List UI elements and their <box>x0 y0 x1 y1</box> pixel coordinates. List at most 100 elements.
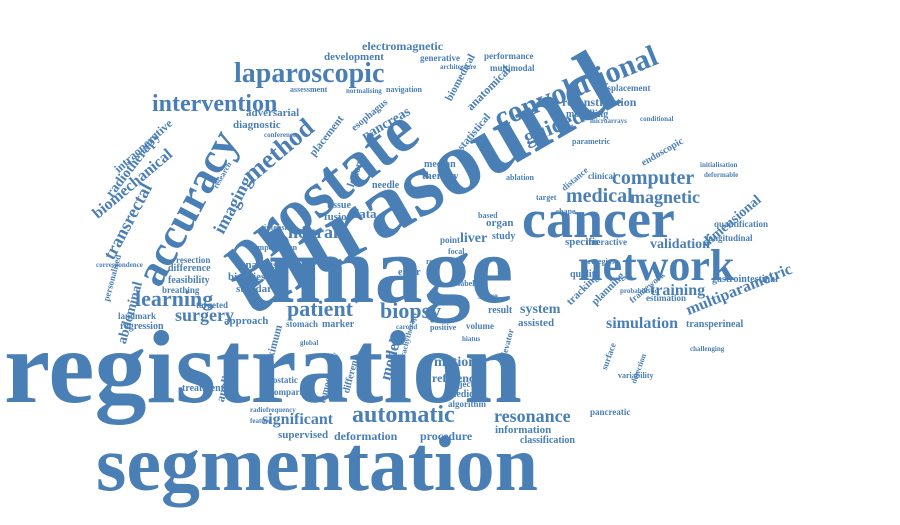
word: deformation <box>334 429 398 443</box>
word: procedure <box>420 429 473 443</box>
word: learning <box>135 286 214 311</box>
word: quality <box>570 269 601 280</box>
word: therapy <box>422 170 459 182</box>
word: simulation <box>606 315 679 332</box>
word: probabilistic <box>620 287 658 295</box>
word: estimation <box>646 293 686 303</box>
word: target <box>536 193 557 202</box>
word: cancer <box>522 189 675 249</box>
word: development <box>324 51 384 63</box>
word: radiofrequency <box>250 406 296 414</box>
word: landmark <box>118 311 157 321</box>
word: displacement <box>600 83 651 93</box>
word: carotid <box>396 323 418 331</box>
word: conference <box>264 131 297 139</box>
word: initialisation <box>700 161 738 169</box>
word: surgery <box>175 305 234 325</box>
word: tissue <box>327 200 351 211</box>
word: feasibility <box>168 275 210 286</box>
word: modelling <box>566 109 609 120</box>
word: specific <box>565 236 600 248</box>
word: electromagnetic <box>362 39 444 53</box>
word: difference <box>168 263 211 274</box>
word: classification <box>520 435 575 446</box>
word: organ <box>486 217 514 229</box>
word: automatic <box>352 402 455 428</box>
word: supervised <box>278 429 329 441</box>
word: segmentation <box>96 420 538 507</box>
word: quantification <box>714 219 769 229</box>
word: normalising <box>346 87 382 95</box>
word: transperineal <box>686 319 744 330</box>
word: deformable <box>704 171 739 179</box>
word: architecture <box>440 63 477 71</box>
word: motion <box>434 355 476 370</box>
word: result <box>488 305 513 316</box>
word: ablation <box>506 173 535 182</box>
word: challenging <box>690 345 725 353</box>
word: analysis <box>240 259 278 271</box>
word: assessment <box>290 85 328 94</box>
word: label <box>458 279 475 288</box>
word: correspondence <box>96 261 143 269</box>
word: based <box>478 211 498 220</box>
word: intensity <box>264 223 294 232</box>
word: treatment <box>182 383 225 394</box>
word: generative <box>420 53 460 63</box>
word: marker <box>322 319 355 330</box>
word: comparison <box>270 387 315 397</box>
word: information <box>495 424 552 436</box>
word: biopsies <box>228 271 266 283</box>
word: diagnostic <box>233 119 281 131</box>
word: error <box>398 267 421 278</box>
word: standard <box>236 283 279 295</box>
word: score <box>478 291 498 301</box>
word: medicine <box>448 389 487 400</box>
word: training <box>650 282 706 299</box>
word: reference <box>432 371 480 385</box>
word: patient <box>287 296 353 321</box>
word: hiatus <box>462 335 481 343</box>
word: reconstruction <box>562 95 637 109</box>
word: registration <box>4 310 522 425</box>
word: longitudinal <box>706 233 753 243</box>
word: subject <box>446 379 474 389</box>
word: needle <box>372 180 400 191</box>
word: algorithm <box>448 399 486 409</box>
word: parametric <box>572 137 611 146</box>
word: focal <box>448 247 465 256</box>
word: image <box>268 216 514 323</box>
word: medical <box>566 185 633 207</box>
word: global <box>300 339 319 347</box>
word: assisted <box>518 317 555 329</box>
word: intervention <box>152 91 278 117</box>
word: system <box>520 302 561 317</box>
word: significant <box>262 411 334 428</box>
word: resonance <box>494 406 571 426</box>
word: positive <box>430 323 457 332</box>
word: real <box>426 257 440 266</box>
word: data <box>352 206 377 221</box>
word: variability <box>618 371 654 380</box>
word: median <box>424 159 456 170</box>
word: regression <box>120 321 164 332</box>
word: validation <box>650 237 710 252</box>
word: approach <box>224 315 269 327</box>
word: point <box>440 235 461 245</box>
word: network <box>578 241 735 290</box>
word: liver <box>460 231 488 246</box>
word: targeted <box>196 300 228 310</box>
word: compensation <box>250 243 298 252</box>
word: gastrointestinal <box>712 274 778 285</box>
word: strategies <box>582 257 615 266</box>
word: endoscopic <box>639 135 686 169</box>
word: resection <box>176 255 211 265</box>
word: feature <box>250 417 272 425</box>
word: performance <box>484 51 534 61</box>
word: multimodal <box>490 63 535 73</box>
word: neural <box>288 222 339 242</box>
word: interactive <box>586 237 627 247</box>
word: surface <box>599 341 619 372</box>
word: conditional <box>640 115 674 123</box>
